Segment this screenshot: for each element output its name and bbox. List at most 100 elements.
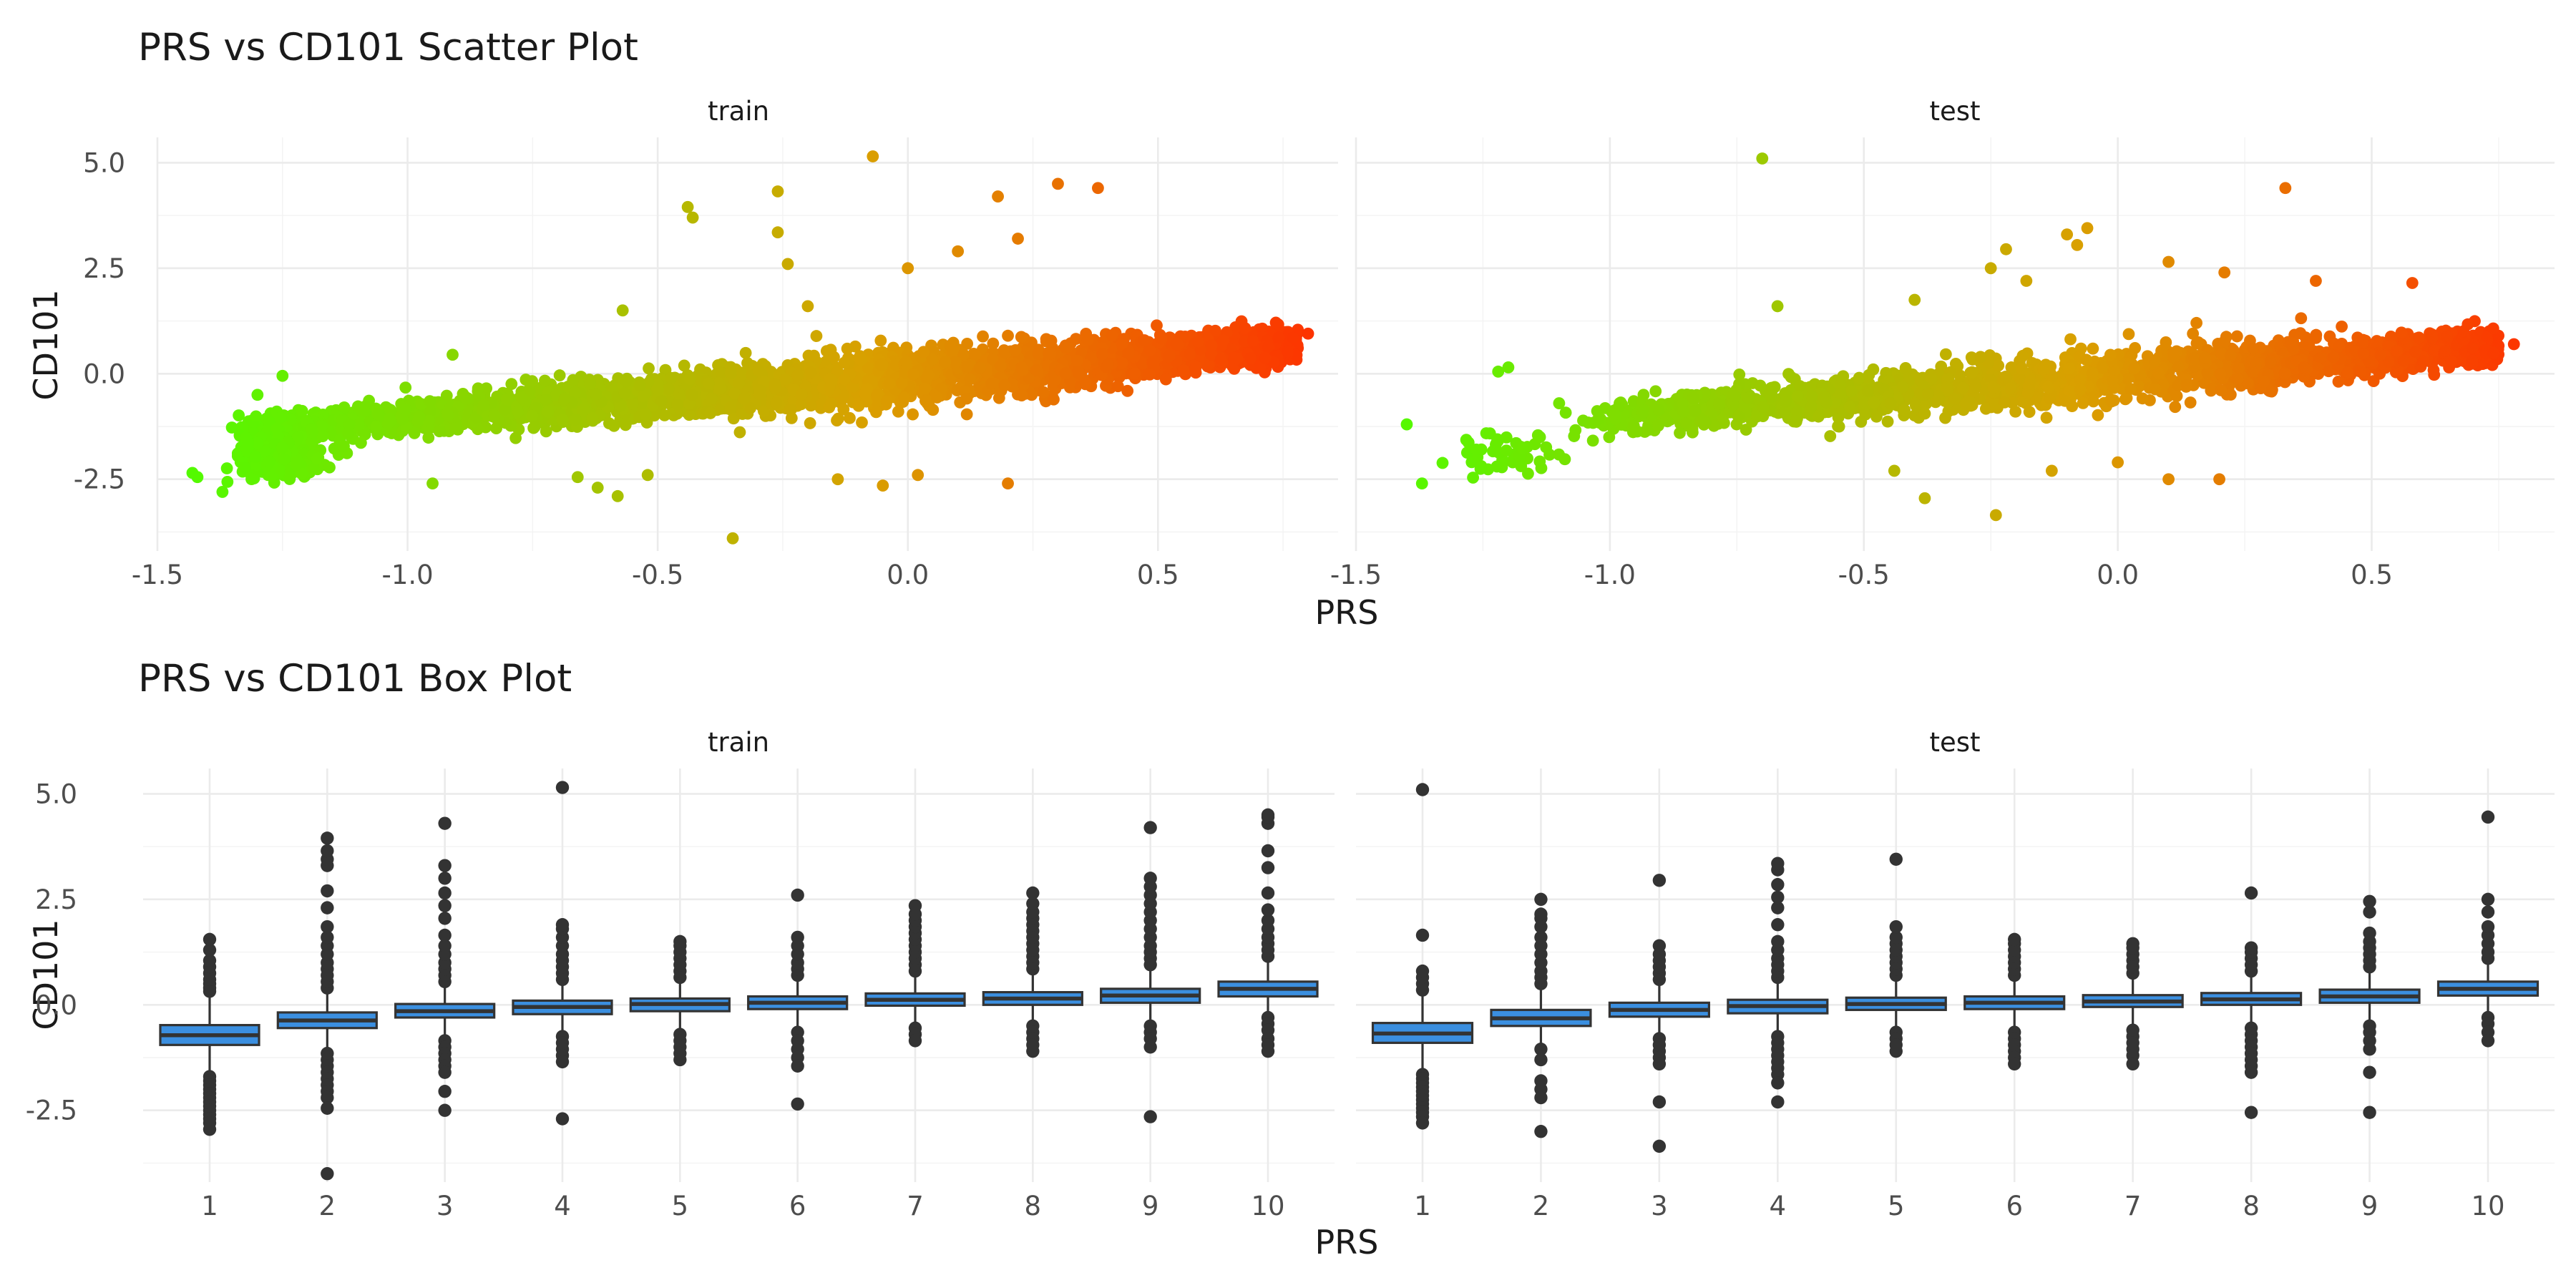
scatter-point — [804, 417, 816, 429]
scatter-point — [874, 358, 887, 371]
scatter-point — [2336, 320, 2348, 333]
scatter-point — [477, 399, 490, 411]
scatter-point — [1834, 379, 1847, 391]
scatter-point — [1092, 182, 1104, 195]
scatter-point — [305, 435, 318, 448]
scatter-point — [1025, 389, 1038, 401]
scatter-point — [856, 416, 868, 429]
scatter-point — [1148, 356, 1161, 368]
scatter-point — [825, 397, 838, 410]
box-x-axis-title: PRS — [1315, 1223, 1379, 1262]
scatter-point — [2121, 372, 2134, 385]
scatter-point — [753, 384, 766, 396]
scatter-point — [2077, 397, 2089, 409]
scatter-point — [242, 436, 255, 449]
scatter-point — [1939, 348, 1952, 361]
scatter-point — [413, 411, 426, 424]
scatter-point — [338, 401, 351, 414]
scatter-point — [608, 419, 620, 432]
scatter-point — [278, 453, 291, 466]
scatter-chart-title: PRS vs CD101 Scatter Plot — [138, 26, 638, 69]
scatter-point — [2354, 366, 2367, 378]
scatter-point — [616, 304, 629, 317]
scatter-point — [961, 360, 974, 373]
scatter-point — [1637, 389, 1650, 401]
scatter-point — [852, 399, 865, 412]
scatter-point — [381, 418, 394, 430]
scatter-point — [352, 419, 365, 431]
scatter-point — [2016, 395, 2029, 408]
scatter-point — [949, 356, 962, 368]
scatter-point — [1032, 347, 1045, 360]
scatter-point — [960, 392, 973, 405]
scatter-point — [1121, 384, 1134, 397]
scatter-point — [757, 404, 770, 417]
scatter-point — [619, 419, 632, 431]
scatter-point — [1733, 369, 1746, 381]
scatter-point — [328, 442, 341, 455]
scatter-point — [2215, 384, 2228, 396]
scatter-point — [283, 473, 296, 485]
scatter-point — [985, 377, 998, 390]
scatter-point — [724, 401, 737, 414]
marks-layer — [159, 150, 2540, 1181]
scatter-point — [220, 462, 233, 474]
scatter-point — [733, 426, 746, 439]
scatter-point — [939, 356, 952, 369]
scatter-point — [1122, 347, 1135, 359]
scatter-point — [703, 377, 715, 390]
scatter-point — [1853, 371, 1865, 384]
scatter-point — [919, 382, 931, 395]
scatter-point — [651, 383, 664, 396]
scatter-point — [683, 409, 696, 421]
scatter-point — [540, 425, 552, 438]
scatter-point — [1790, 415, 1802, 428]
scatter-point — [569, 414, 582, 426]
scatter-point — [877, 479, 889, 492]
scatter-point — [844, 411, 856, 424]
scatter-point — [1106, 329, 1118, 341]
scatter-point — [1205, 348, 1218, 361]
scatter-point — [1205, 339, 1218, 352]
scatter-point — [977, 330, 989, 343]
scatter-point — [1177, 364, 1190, 377]
scatter-point — [837, 403, 850, 416]
scatter-point — [917, 346, 930, 358]
scatter-point — [1254, 361, 1267, 374]
scatter-point — [1680, 416, 1692, 429]
scatter-point — [640, 409, 652, 421]
scatter-point — [946, 345, 959, 358]
scatter-point — [1052, 177, 1064, 190]
scatter-point — [957, 348, 970, 361]
scatter-point — [225, 421, 238, 434]
box-strip-train: train — [708, 727, 769, 758]
scatter-point — [1272, 331, 1285, 344]
scatter-point — [704, 407, 717, 419]
scatter-point — [2333, 340, 2346, 353]
scatter-point — [216, 486, 229, 498]
scatter-point — [274, 411, 287, 424]
scatter-point — [728, 387, 741, 399]
scatter-point — [1269, 316, 1282, 329]
scatter-point — [867, 150, 879, 162]
scatter-point — [1184, 348, 1196, 361]
scatter-point — [296, 404, 308, 417]
scatter-point — [526, 375, 539, 388]
scatter-point — [1059, 367, 1072, 379]
scatter-point — [505, 378, 518, 391]
scatter-point — [433, 425, 446, 438]
scatter-point — [238, 461, 251, 474]
scatter-point — [898, 391, 910, 404]
scatter-point — [769, 382, 781, 394]
scatter-point — [2040, 411, 2053, 424]
scatter-point — [831, 414, 843, 426]
scatter-point — [186, 467, 199, 479]
scatter-point — [2005, 361, 2018, 374]
scatter-point — [569, 386, 582, 399]
scatter-point — [779, 373, 791, 386]
scatter-point — [1002, 329, 1014, 342]
scatter-point — [960, 408, 973, 421]
scatter-point — [1138, 334, 1151, 346]
scatter-point — [637, 390, 650, 403]
scatter-point — [974, 361, 986, 374]
